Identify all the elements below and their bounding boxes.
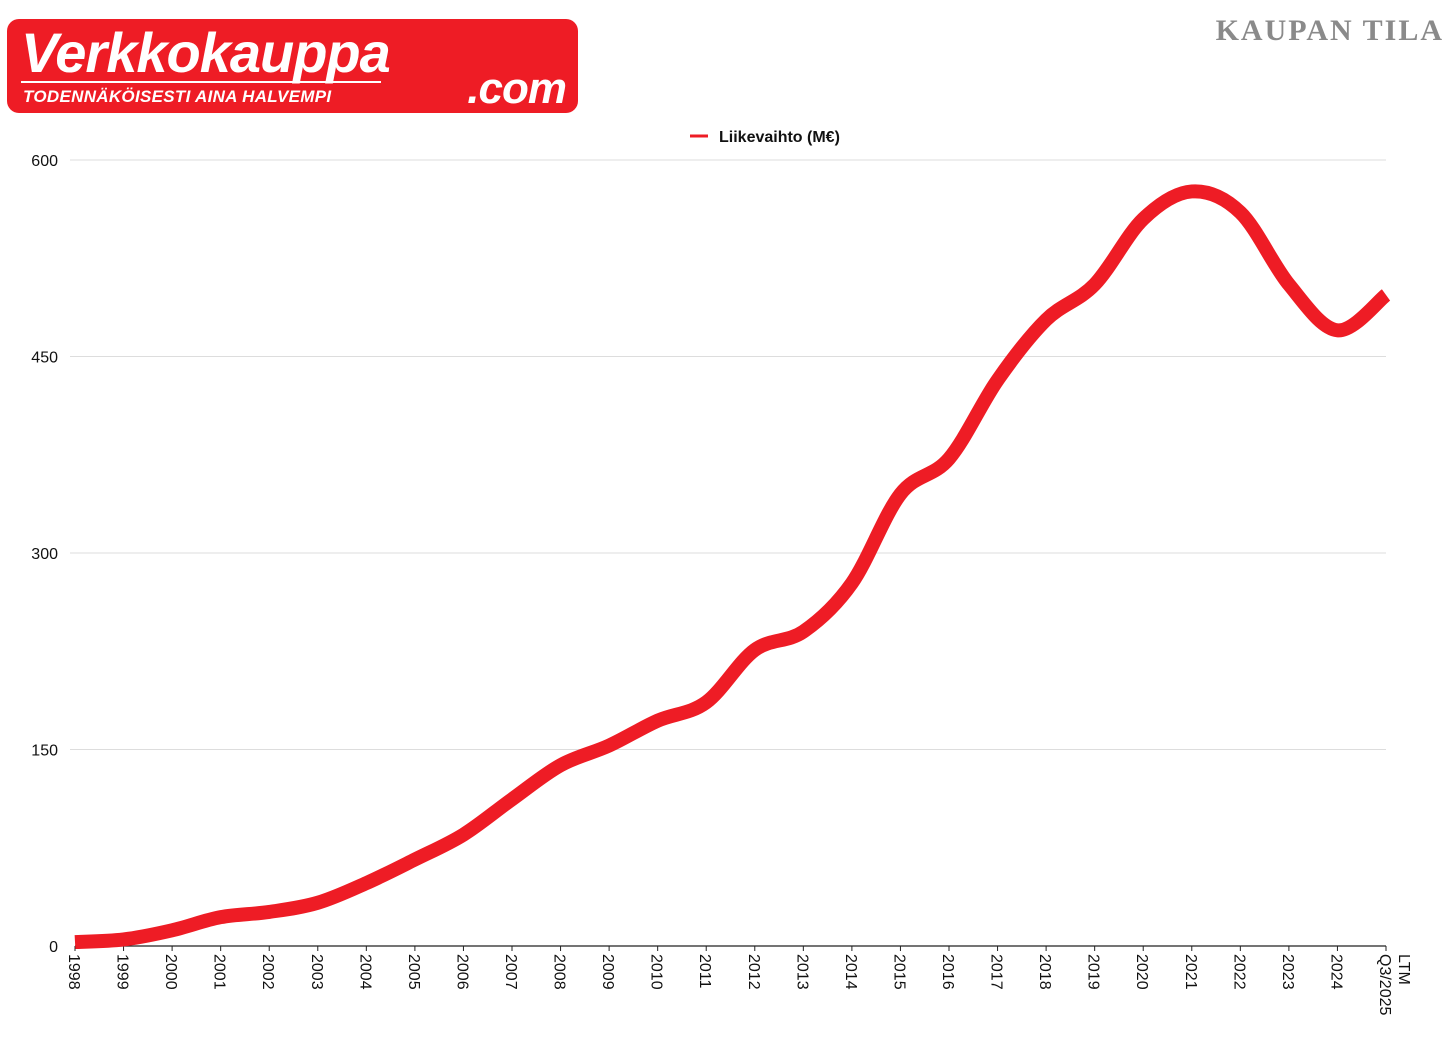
x-tick-label: 1998 bbox=[65, 954, 82, 990]
x-tick-label: 2001 bbox=[211, 954, 228, 990]
y-tick-label: 300 bbox=[31, 546, 58, 563]
logo-divider bbox=[21, 81, 381, 83]
x-tick-label: 2018 bbox=[1036, 954, 1053, 990]
x-tick-label: 2009 bbox=[599, 954, 616, 990]
x-tick-label: 2013 bbox=[793, 954, 810, 990]
x-tick-label: 2014 bbox=[842, 954, 859, 990]
logo-domain: .com bbox=[467, 64, 567, 113]
x-tick-label: 2015 bbox=[890, 954, 907, 990]
y-tick-label: 150 bbox=[31, 743, 58, 760]
x-tick-label: 2003 bbox=[308, 954, 325, 990]
x-tick-label: 2012 bbox=[745, 954, 762, 990]
x-tick-label: 1999 bbox=[114, 954, 131, 990]
y-tick-label: 0 bbox=[49, 939, 58, 956]
x-tick-label: 2008 bbox=[551, 954, 568, 990]
x-tick-label: LTMQ3/2025 bbox=[1376, 954, 1412, 1015]
x-tick-label: 2011 bbox=[696, 954, 713, 989]
logo-tagline: TODENNÄKÖISESTI AINA HALVEMPI bbox=[23, 87, 332, 106]
series-line-liikevaihto bbox=[74, 184, 1391, 950]
logo: Verkkokauppa TODENNÄKÖISESTI AINA HALVEM… bbox=[7, 19, 578, 113]
brand-title: KAUPAN TILA bbox=[1215, 14, 1444, 47]
legend-label: Liikevaihto (M€) bbox=[719, 129, 840, 146]
logo-wordmark: Verkkokauppa bbox=[21, 21, 391, 84]
x-tick-label: 2021 bbox=[1182, 954, 1199, 990]
x-tick-label: 2023 bbox=[1279, 954, 1296, 990]
x-tick-label: 2017 bbox=[988, 954, 1005, 990]
x-tick-label: 2020 bbox=[1133, 954, 1150, 990]
y-tick-label: 600 bbox=[31, 153, 58, 170]
x-tick-label: 2004 bbox=[356, 954, 373, 990]
x-tick-label: 2022 bbox=[1230, 954, 1247, 990]
x-tick-label: 2007 bbox=[502, 954, 519, 990]
x-tick-label: 2000 bbox=[162, 954, 179, 990]
x-tick-label: 2002 bbox=[259, 954, 276, 990]
x-tick-label: 2016 bbox=[939, 954, 956, 990]
x-tick-label: 2006 bbox=[453, 954, 470, 990]
x-tick-label: 2024 bbox=[1327, 954, 1344, 990]
y-tick-label: 450 bbox=[31, 350, 58, 367]
x-tick-label: 2005 bbox=[405, 954, 422, 990]
x-tick-label: 2010 bbox=[648, 954, 665, 990]
x-tick-label: 2019 bbox=[1085, 954, 1102, 990]
